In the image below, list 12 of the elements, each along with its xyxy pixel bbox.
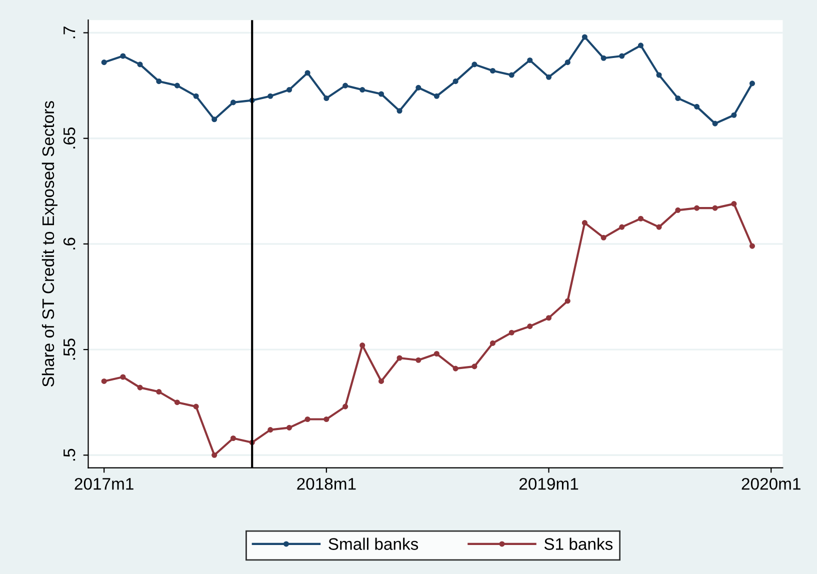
y-tick-label: .5 — [64, 448, 76, 461]
y-tick-label: .6 — [63, 238, 76, 250]
legend-label: S1 banks — [544, 538, 613, 550]
x-tick-label: 2020m1 — [742, 478, 800, 490]
x-tick-label: 2017m1 — [74, 478, 134, 490]
x-tick-label: 2019m1 — [519, 478, 578, 490]
y-axis-title: Share of ST Credit to Exposed Sectors — [42, 101, 58, 387]
y-tick-label: .65 — [63, 127, 76, 148]
y-tick-label: .55 — [64, 338, 76, 360]
x-tick-label: 2018m1 — [297, 478, 356, 490]
y-tick-label: .7 — [64, 26, 76, 38]
legend-label: Small banks — [328, 538, 418, 550]
